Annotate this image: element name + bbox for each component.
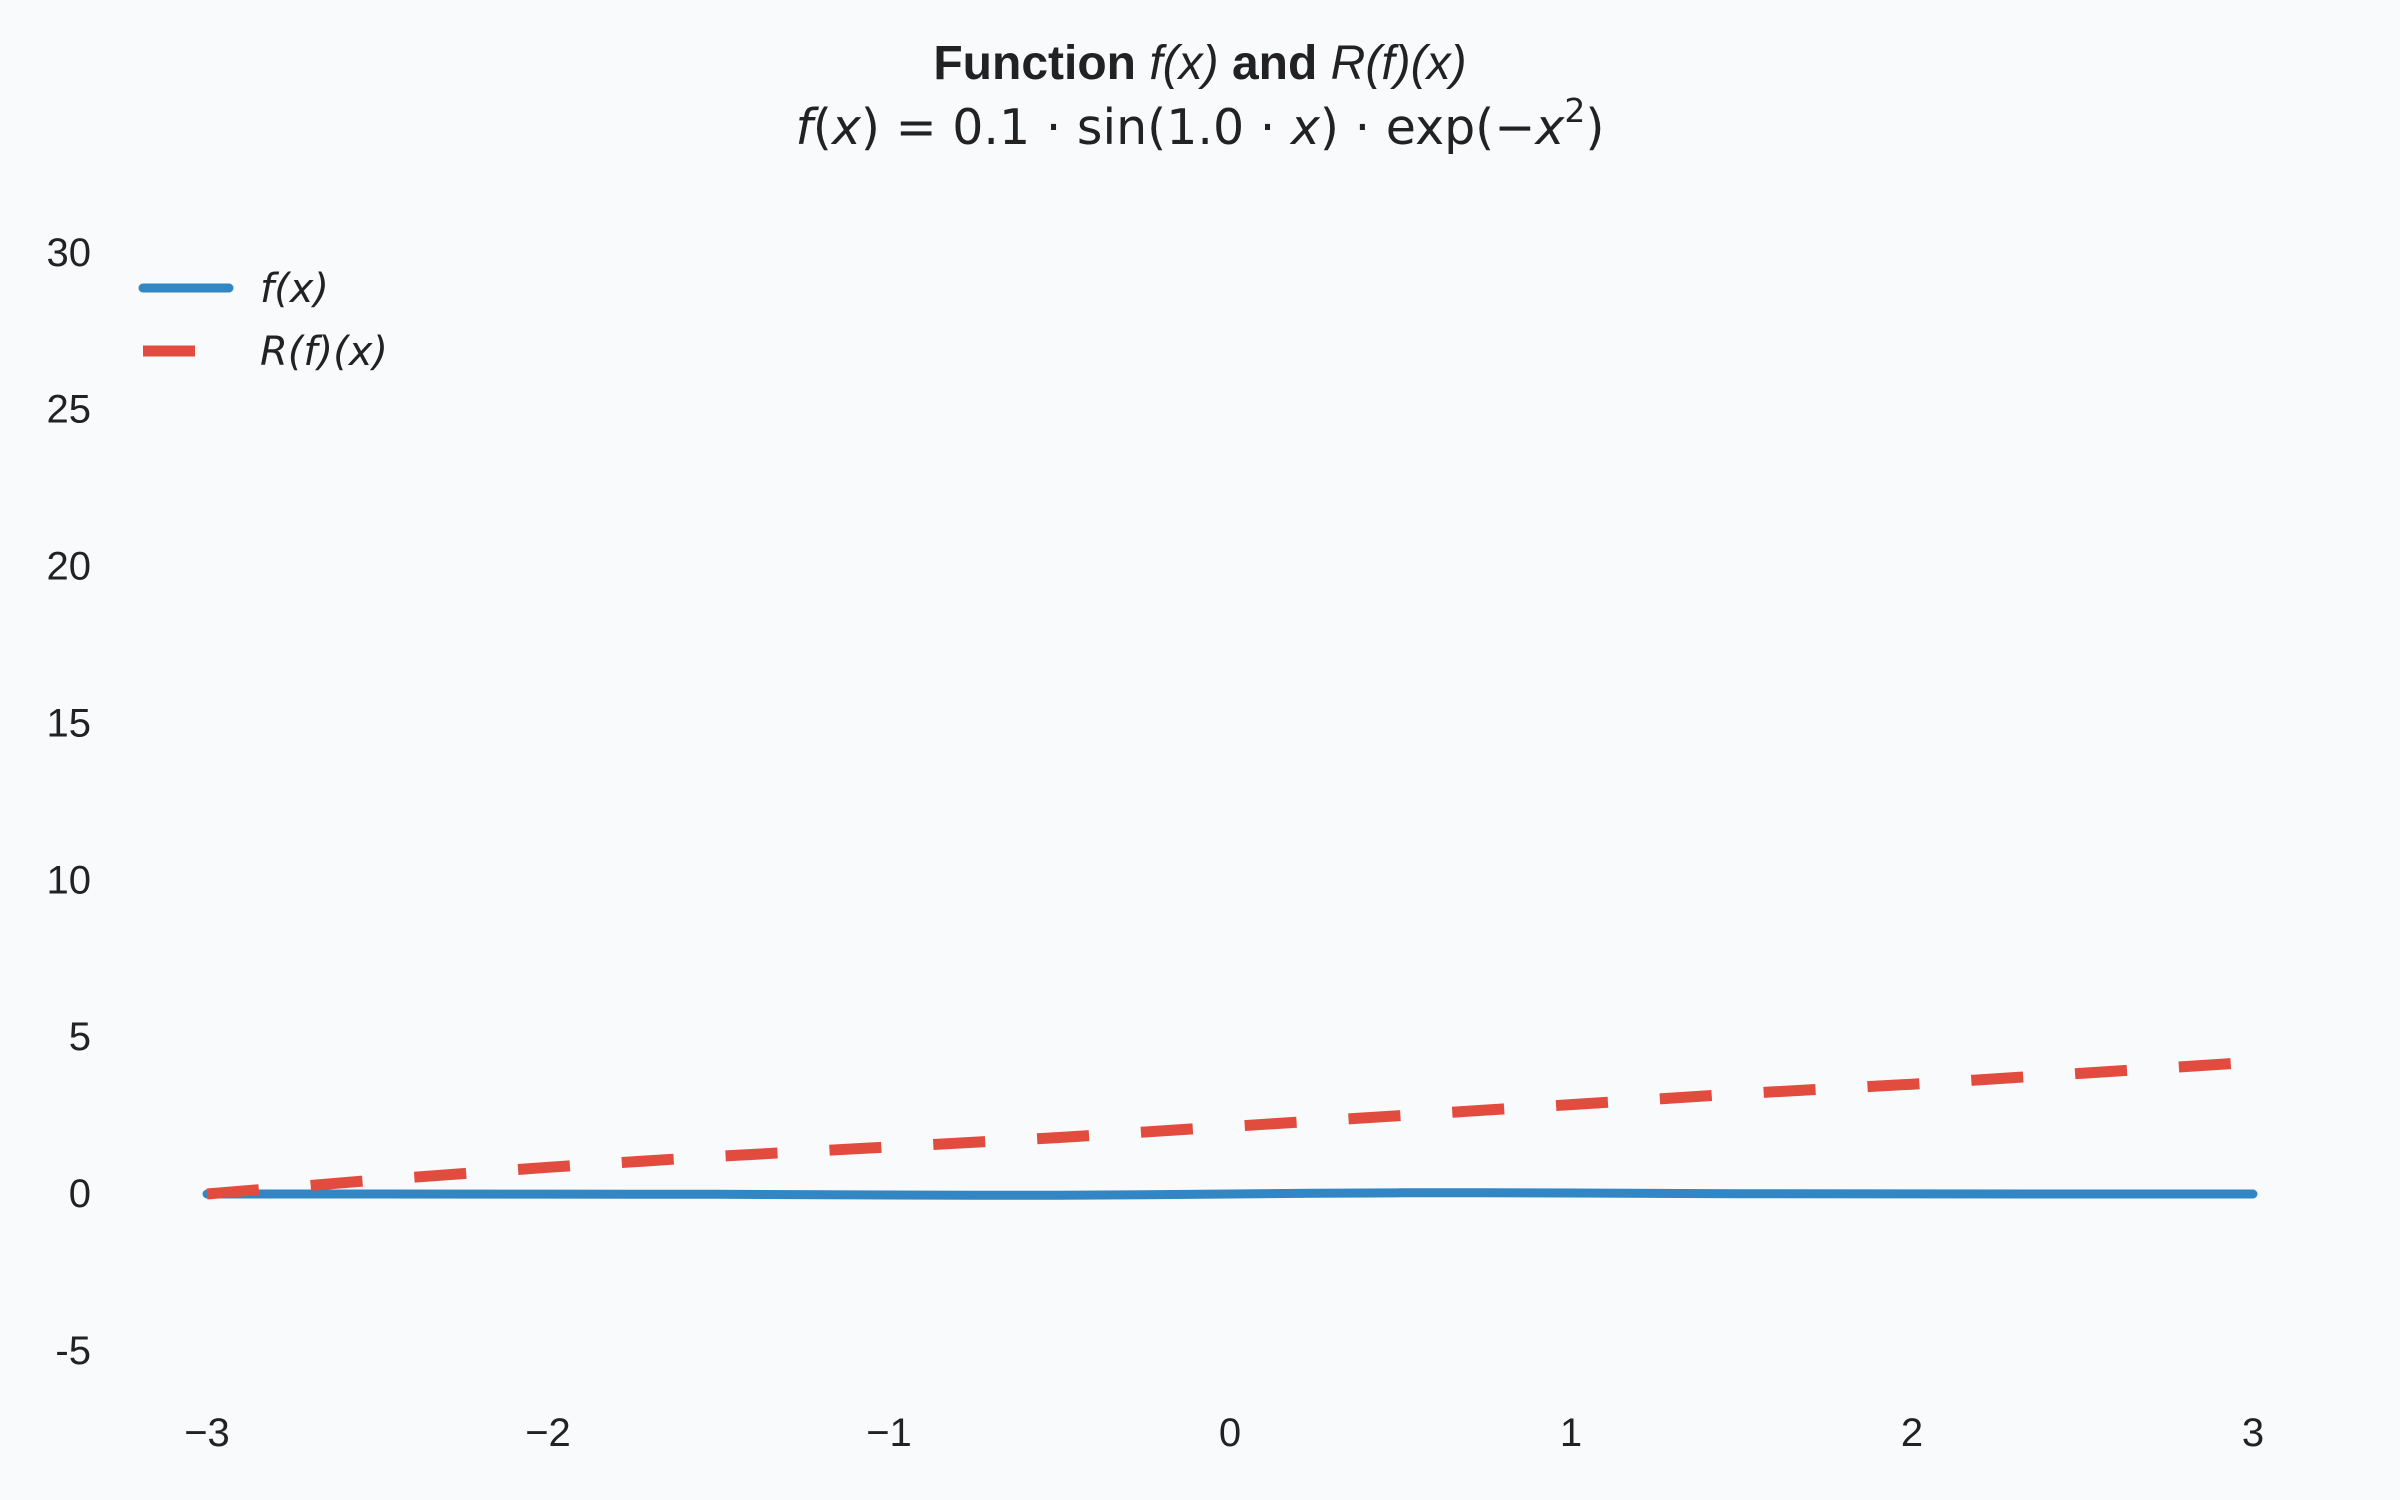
title-r-symbol: R: [1330, 37, 1366, 90]
y-tick-label: 15: [47, 701, 92, 745]
y-axis-ticks: -5 0 5 10 15 20 25 30: [47, 231, 92, 1373]
series-line-R: [206, 1056, 2254, 1200]
title-word-function: Function: [933, 37, 1136, 90]
x-axis-ticks: −3 −2 −1 0 1 2 3: [184, 1411, 2264, 1455]
x-tick-label: 3: [2242, 1411, 2264, 1455]
y-tick-label: 20: [47, 545, 92, 589]
x-tick-label: 2: [1901, 1411, 1923, 1455]
legend: f(x) R(f)(x): [138, 266, 388, 375]
formula-x-symbol: x: [831, 99, 861, 156]
y-tick-label: 10: [47, 858, 92, 902]
x-tick-label: −3: [184, 1411, 230, 1455]
legend-label-R: R(f)(x): [260, 329, 388, 375]
y-tick-label: 25: [47, 388, 92, 432]
formula-f-symbol: f: [795, 99, 813, 156]
formula-exponent: 2: [1564, 91, 1586, 130]
formula-amplitude: 0.1: [952, 99, 1031, 156]
x-tick-label: 0: [1219, 1411, 1241, 1455]
formula-equals: =: [895, 99, 937, 156]
title-r-x-symbol: x: [1426, 37, 1451, 90]
chart-subtitle-formula: f(x) = 0.1 · sin(1.0 · x) · exp(−x2): [795, 91, 1605, 156]
title-word-and: and: [1231, 37, 1318, 90]
formula-dot-1: ·: [1045, 99, 1062, 156]
x-tick-label: −2: [525, 1411, 571, 1455]
chart-title: Function f(x) and R(f)(x): [933, 37, 1467, 90]
title-r-f-symbol: f: [1381, 37, 1395, 90]
formula-sin: sin: [1076, 99, 1148, 156]
x-tick-label: −1: [866, 1411, 912, 1455]
y-tick-label: 5: [69, 1015, 91, 1059]
y-tick-label: -5: [55, 1329, 91, 1373]
x-tick-label: 1: [1560, 1411, 1582, 1455]
formula-dot-2: ·: [1259, 99, 1276, 156]
legend-label-f: f(x): [260, 266, 329, 312]
y-tick-label: 30: [47, 231, 92, 275]
formula-frequency: 1.0: [1166, 99, 1245, 156]
formula-exp: exp: [1385, 99, 1476, 156]
formula-dot-3: ·: [1354, 99, 1371, 156]
formula-minus: −: [1494, 99, 1536, 156]
formula-x-symbol-3: x: [1535, 99, 1565, 156]
y-tick-label: 0: [69, 1172, 91, 1216]
formula-x-symbol-2: x: [1290, 99, 1320, 156]
series-line-f: [202, 1188, 2258, 1200]
title-x-symbol: x: [1178, 37, 1203, 90]
series-layer: [202, 1056, 2258, 1200]
title-f-symbol: f: [1149, 37, 1163, 90]
